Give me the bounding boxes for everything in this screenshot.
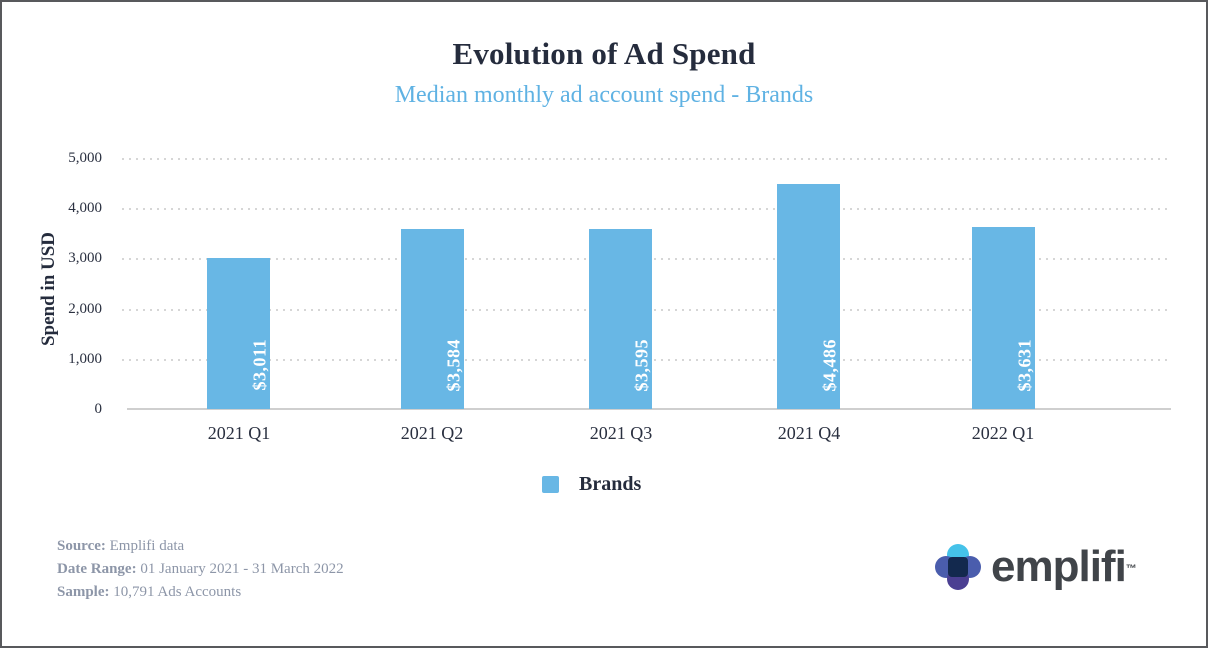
legend-label-brands: Brands bbox=[579, 473, 642, 495]
y-tick-4000: 4,000 bbox=[68, 200, 102, 216]
x-label-2021-q3: 2021 Q3 bbox=[589, 423, 653, 443]
y-tick-0: 0 bbox=[94, 401, 103, 417]
sample-label: Sample: bbox=[57, 584, 110, 600]
gridline-5000 bbox=[122, 158, 1167, 160]
legend-swatch-brands bbox=[542, 476, 559, 493]
bar-2022-q1: $3,631 bbox=[972, 226, 1035, 409]
x-axis-baseline bbox=[127, 408, 1171, 410]
source-value: Emplifi data bbox=[109, 538, 185, 554]
sample-value: 10,791 Ads Accounts bbox=[113, 584, 242, 600]
trademark-symbol: ™ bbox=[1125, 563, 1137, 575]
chart-title: Evolution of Ad Spend bbox=[452, 36, 756, 71]
y-tick-5000: 5,000 bbox=[68, 150, 102, 166]
source-block: Source: Emplifi data Date Range: 01 Janu… bbox=[57, 535, 344, 604]
y-tick-3000: 3,000 bbox=[68, 250, 102, 266]
chart-subtitle: Median monthly ad account spend - Brands bbox=[394, 82, 814, 108]
x-label-2021-q4: 2021 Q4 bbox=[777, 423, 841, 443]
x-label-2021-q2: 2021 Q2 bbox=[400, 423, 464, 443]
x-label-2022-q1: 2022 Q1 bbox=[971, 423, 1035, 443]
gridline-4000 bbox=[122, 208, 1167, 210]
emplifi-wordmark: emplifi ™ bbox=[991, 542, 1137, 591]
bar-value-label: $4,486 bbox=[819, 338, 839, 392]
date-range-label: Date Range: bbox=[57, 561, 137, 577]
sample-line: Sample: 10,791 Ads Accounts bbox=[57, 581, 344, 604]
source-line: Source: Emplifi data bbox=[57, 535, 344, 558]
bar-2021-q1: $3,011 bbox=[207, 257, 270, 409]
y-tick-1000: 1,000 bbox=[68, 351, 102, 367]
y-tick-2000: 2,000 bbox=[68, 301, 102, 317]
bar-2021-q2: $3,584 bbox=[401, 229, 464, 409]
bar-value-label: $3,584 bbox=[443, 338, 463, 392]
bar-2021-q4: $4,486 bbox=[777, 183, 840, 409]
bar-value-label: $3,011 bbox=[249, 339, 269, 391]
legend: Brands bbox=[542, 473, 641, 496]
emplifi-logo: emplifi ™ bbox=[935, 542, 1137, 591]
date-range-line: Date Range: 01 January 2021 - 31 March 2… bbox=[57, 558, 344, 581]
date-range-value: 01 January 2021 - 31 March 2022 bbox=[140, 561, 344, 577]
bar-value-label: $3,631 bbox=[1014, 338, 1034, 392]
emplifi-logo-icon bbox=[935, 544, 981, 590]
bar-value-label: $3,595 bbox=[631, 338, 651, 392]
source-label: Source: bbox=[57, 538, 106, 554]
emplifi-wordmark-text: emplifi bbox=[991, 542, 1127, 591]
bar-chart-plot-area: $3,011 $3,584 $3,595 $4,486 $3,631 2021 … bbox=[122, 158, 1171, 443]
x-label-2021-q1: 2021 Q1 bbox=[207, 423, 271, 443]
bar-2021-q3: $3,595 bbox=[589, 228, 652, 409]
